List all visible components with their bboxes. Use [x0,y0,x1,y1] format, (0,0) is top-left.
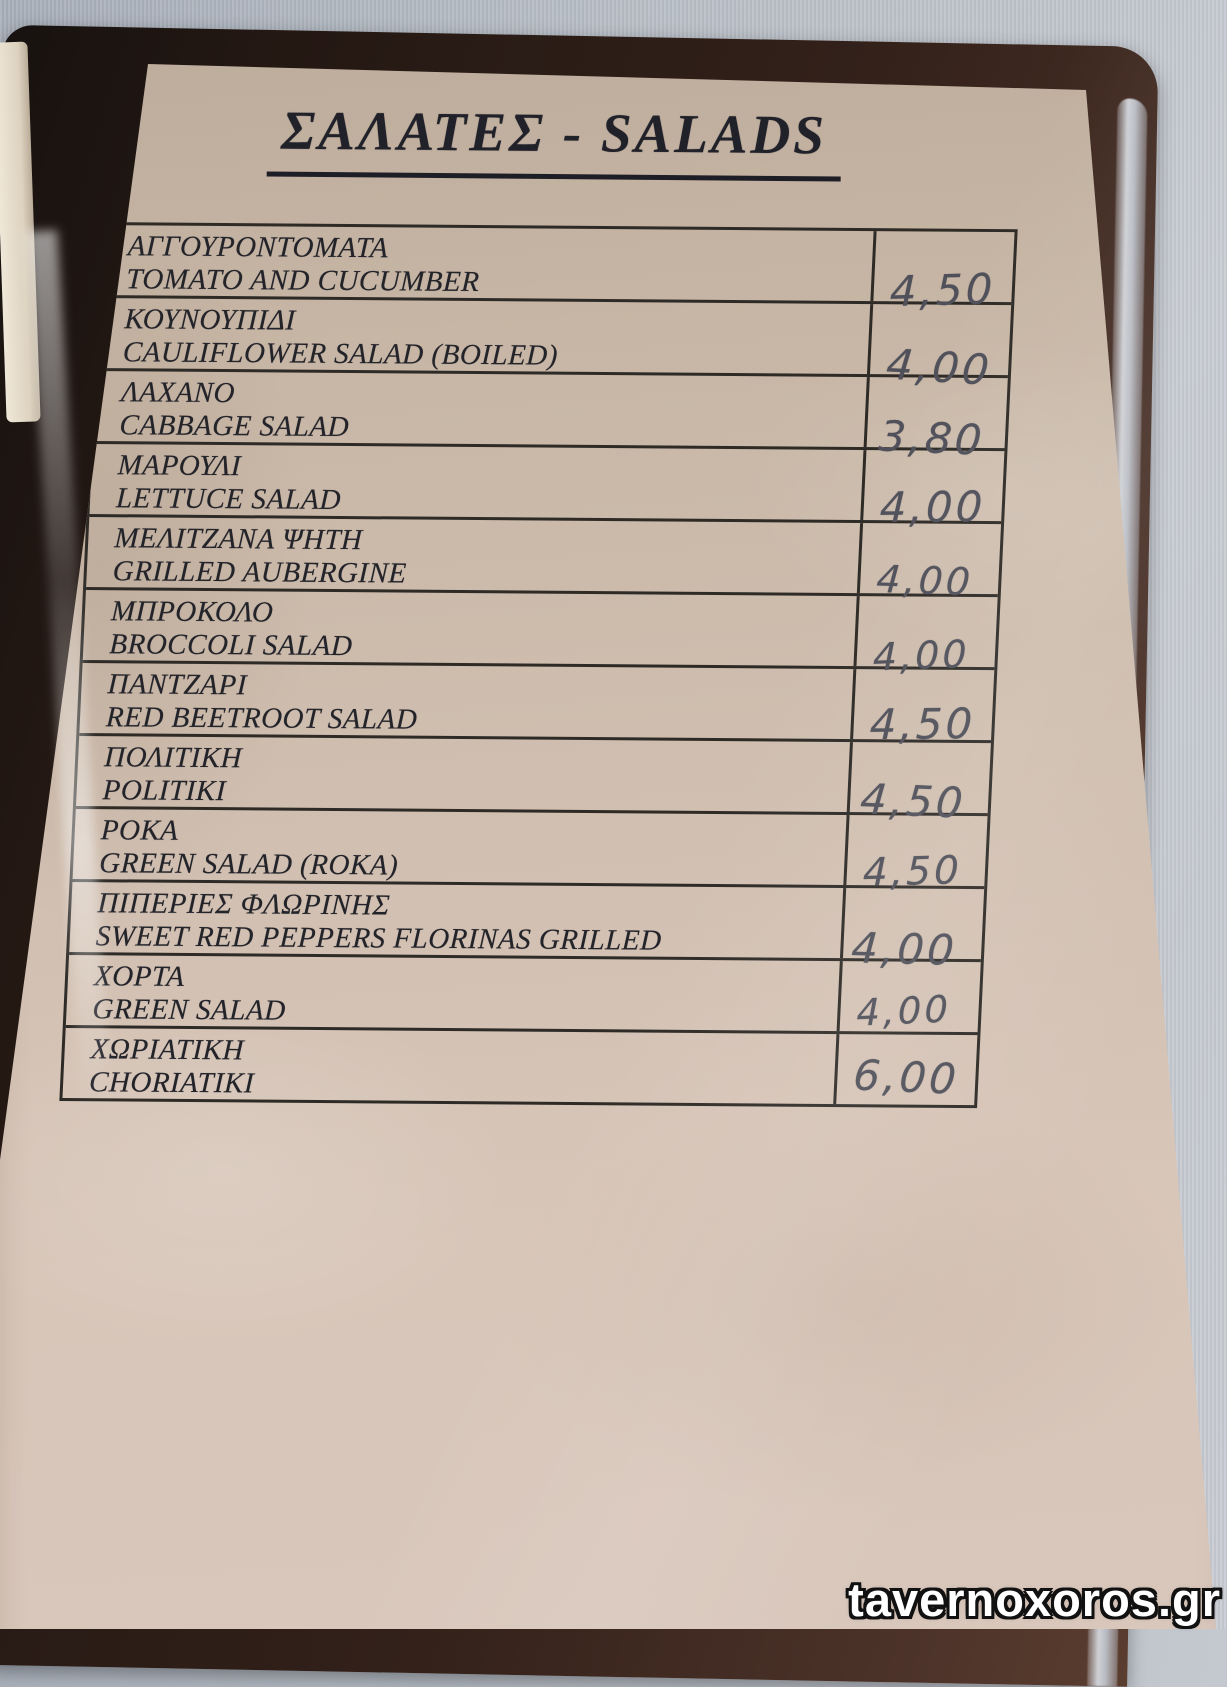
item-price: 4,00 [856,987,952,1035]
item-name-english: BROCCOLI SALAD [108,627,354,662]
page-title: ΣΑΛΑΤΕΣ - SALADS [88,96,1021,183]
menu-row-broccoli: ΜΠΡΟΚΟΛΟ BROCCOLI SALAD 4,00 [82,587,998,679]
item-price-cell: 4,50 [870,231,1015,316]
item-price-cell: 4,00 [839,888,985,975]
item-price-cell: 6,00 [833,1034,978,1106]
item-name-english: CABBAGE SALAD [118,408,350,443]
item-price: 4,00 [874,556,975,605]
item-name-cell: ΚΟΥΝΟΥΠΙΔΙ CAULIFLOWER SALAD (BOILED) [96,298,870,374]
item-name-english: CHORIATIKI [88,1065,255,1099]
menu-row-cauliflower: ΚΟΥΝΟΥΠΙΔΙ CAULIFLOWER SALAD (BOILED) 4,… [96,295,1012,395]
item-name-greek: ΠΙΠΕΡΙΕΣ ΦΛΩΡΙΝΗΣ [96,887,391,922]
item-name-greek: ΜΑΡΟΥΛΙ [117,449,242,483]
item-price-cell: 4,50 [850,669,995,749]
item-name-cell: ΑΓΓΟΥΡΟΝΤΟΜΑΤΑ TOMATO AND CUCUMBER [100,225,874,301]
item-price-cell: 4,00 [853,596,998,679]
item-name-english: LETTUCE SALAD [115,481,342,516]
item-name-greek: ΜΕΛΙΤΖΑΝΑ ΨΗΤΗ [113,522,364,557]
item-price: 6,00 [851,1050,961,1104]
menu-row-grilled-aubergine: ΜΕΛΙΤΖΑΝΑ ΨΗΤΗ GRILLED AUBERGINE 4,00 [86,514,1002,604]
item-name-cell: ΡΟΚΑ GREEN SALAD (ROKA) [73,809,847,885]
item-price-cell: 4,00 [836,961,981,1035]
item-name-cell: ΠΟΛΙΤΙΚΗ POLITIKI [76,736,850,812]
item-price-cell: 4,00 [860,450,1005,532]
item-name-cell: ΧΩΡΙΑΤΙΚΗ CHORIATIKI [62,1028,836,1104]
menu-row-florinas-peppers: ΠΙΠΕΡΙΕΣ ΦΛΩΡΙΝΗΣ SWEET RED PEPPERS FLOR… [69,879,985,975]
paper-page: ΣΑΛΑΤΕΣ - SALADS ΑΓΓΟΥΡΟΝΤΟΜΑΤΑ TOMATO A… [0,64,1216,1629]
item-name-cell: ΠΑΝΤΖΑΡΙ RED BEETROOT SALAD [79,663,853,739]
menu-row-roka: ΡΟΚΑ GREEN SALAD (ROKA) 4,50 [72,806,988,896]
menu-table: ΑΓΓΟΥΡΟΝΤΟΜΑΤΑ TOMATO AND CUCUMBER 4,50 … [59,222,1018,1109]
item-price-cell: 4,00 [866,304,1012,395]
item-name-english: SWEET RED PEPPERS FLORINAS GRILLED [95,919,663,957]
item-name-cell: ΜΠΡΟΚΟΛΟ BROCCOLI SALAD [83,590,857,666]
item-name-english: POLITIKI [101,773,227,807]
item-name-english: GREEN SALAD [91,992,287,1027]
menu-row-tomato-cucumber: ΑΓΓΟΥΡΟΝΤΟΜΑΤΑ TOMATO AND CUCUMBER 4,50 [100,225,1015,316]
menu-row-lettuce: ΜΑΡΟΥΛΙ LETTUCE SALAD 4,00 [89,441,1005,532]
item-name-greek: ΠΟΛΙΤΙΚΗ [103,741,243,775]
menu-row-cabbage: ΛΑΧΑΝΟ CABBAGE SALAD 3,80 [92,368,1008,465]
item-name-cell: ΠΙΠΕΡΙΕΣ ΦΛΩΡΙΝΗΣ SWEET RED PEPPERS FLOR… [69,882,843,958]
item-name-greek: ΜΠΡΟΚΟΛΟ [110,595,275,629]
item-name-greek: ΑΓΓΟΥΡΟΝΤΟΜΑΤΑ [127,230,390,265]
item-name-greek: ΛΑΧΑΝΟ [120,376,236,410]
item-price-cell: 4,00 [856,523,1002,604]
watermark: tavernoxoros.gr [848,1573,1221,1626]
item-price: 4,50 [862,848,963,896]
item-price: 4,50 [869,699,977,750]
item-name-english: GRILLED AUBERGINE [112,554,408,590]
menu-row-politiki: ΠΟΛΙΤΙΚΗ POLITIKI 4,50 [75,733,992,828]
item-name-cell: ΛΑΧΑΝΟ CABBAGE SALAD [93,371,867,447]
item-name-english: CAULIFLOWER SALAD (BOILED) [122,335,559,372]
page-title-text: ΣΑΛΑΤΕΣ - SALADS [266,97,842,182]
item-name-cell: ΧΟΡΤΑ GREEN SALAD [66,955,840,1031]
item-name-greek: ΠΑΝΤΖΑΡΙ [106,668,248,702]
menu-row-choriatiki: ΧΩΡΙΑΤΙΚΗ CHORIATIKI 6,00 [62,1024,978,1106]
menu-row-horta: ΧΟΡΤΑ GREEN SALAD 4,00 [65,952,981,1035]
item-price-cell: 4,50 [846,742,991,828]
item-name-english: RED BEETROOT SALAD [105,700,419,736]
item-price-cell: 4,50 [843,815,988,896]
item-name-greek: ΧΩΡΙΑΤΙΚΗ [89,1033,245,1067]
item-price-cell: 3,80 [863,377,1008,465]
item-name-greek: ΚΟΥΝΟΥΠΙΔΙ [123,303,297,337]
item-name-cell: ΜΑΡΟΥΛΙ LETTUCE SALAD [89,444,863,520]
item-name-cell: ΜΕΛΙΤΖΑΝΑ ΨΗΤΗ GRILLED AUBERGINE [86,517,860,593]
item-name-english: GREEN SALAD (ROKA) [98,846,399,882]
menu-row-red-beetroot: ΠΑΝΤΖΑΡΙ RED BEETROOT SALAD 4,50 [79,660,995,749]
item-name-english: TOMATO AND CUCUMBER [125,262,481,298]
